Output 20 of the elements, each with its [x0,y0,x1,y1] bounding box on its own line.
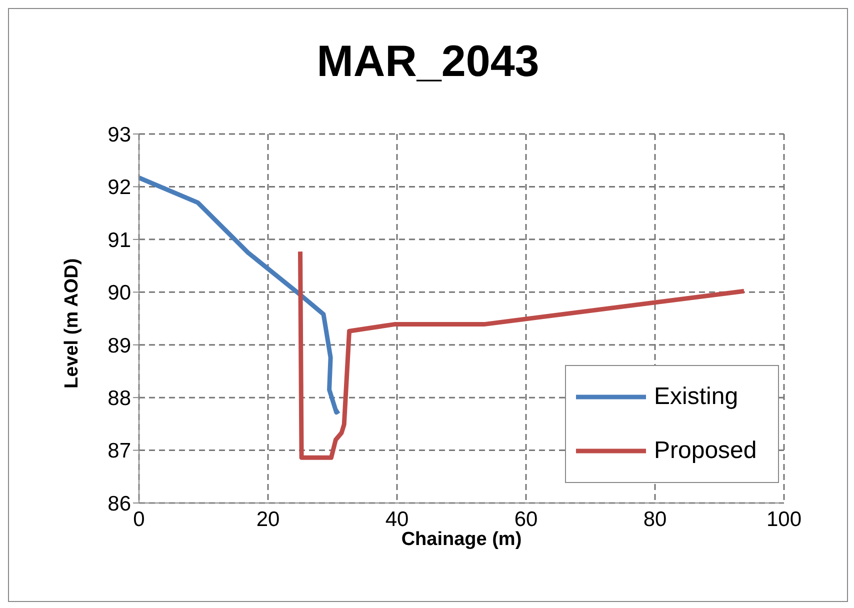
y-tick-label: 92 [108,176,131,200]
x-tick-label: 60 [514,508,538,531]
y-tick-label: 90 [108,282,131,305]
x-tick-label: 0 [133,508,145,531]
legend-label: Existing [654,383,738,411]
x-tick-label: 20 [256,508,280,531]
y-tick-label: 87 [108,440,131,463]
y-tick-label: 86 [108,492,131,516]
x-axis-title: Chainage (m) [401,529,522,550]
legend-label: Proposed [654,437,757,465]
x-tick-label: 100 [766,508,802,531]
y-tick-label: 88 [108,387,131,410]
y-tick-label: 89 [108,334,131,358]
line-series [139,176,342,415]
y-tick-label: 93 [108,123,131,146]
chart-title: MAR_2043 [316,37,540,87]
x-tick-label: 40 [385,508,409,531]
x-tick-label: 80 [643,508,667,531]
y-axis-title: Level (m AOD) [62,258,83,388]
y-tick-label: 91 [108,228,131,252]
